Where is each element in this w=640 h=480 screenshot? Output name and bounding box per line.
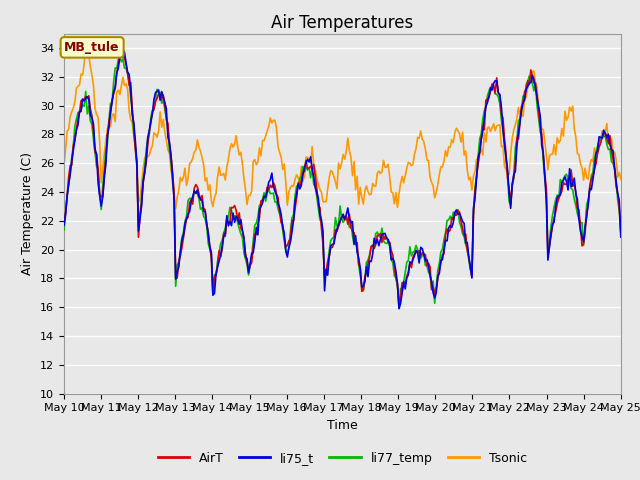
AirT	[395, 302, 403, 308]
Tsonic	[307, 160, 314, 166]
li75_t	[305, 159, 313, 165]
li77_temp	[246, 263, 254, 268]
Line: li77_temp: li77_temp	[64, 57, 621, 308]
Tsonic	[229, 144, 237, 150]
li77_temp	[130, 132, 138, 137]
AirT	[617, 229, 625, 235]
li75_t	[617, 234, 625, 240]
li75_t	[60, 222, 68, 228]
AirT	[130, 124, 138, 130]
li75_t	[395, 306, 403, 312]
AirT	[228, 204, 236, 210]
Tsonic	[248, 188, 255, 194]
Tsonic	[172, 205, 179, 211]
AirT	[305, 165, 313, 171]
Tsonic	[589, 158, 596, 164]
Title: Air Temperatures: Air Temperatures	[271, 14, 413, 32]
li77_temp	[255, 203, 263, 208]
Tsonic	[82, 41, 90, 47]
Line: AirT: AirT	[64, 51, 621, 305]
Y-axis label: Air Temperature (C): Air Temperature (C)	[22, 152, 35, 275]
Legend: AirT, li75_t, li77_temp, Tsonic: AirT, li75_t, li77_temp, Tsonic	[153, 447, 532, 469]
AirT	[246, 263, 254, 268]
AirT	[255, 215, 263, 221]
li75_t	[130, 120, 138, 126]
li77_temp	[60, 227, 68, 233]
X-axis label: Time: Time	[327, 419, 358, 432]
li77_temp	[116, 54, 124, 60]
Tsonic	[257, 153, 265, 159]
Text: MB_tule: MB_tule	[65, 41, 120, 54]
li77_temp	[305, 164, 313, 170]
Tsonic	[60, 162, 68, 168]
Tsonic	[130, 133, 138, 139]
li75_t	[255, 206, 263, 212]
li75_t	[119, 46, 127, 52]
li77_temp	[395, 305, 403, 311]
AirT	[60, 218, 68, 224]
li75_t	[589, 177, 596, 182]
li77_temp	[589, 169, 596, 175]
Line: Tsonic: Tsonic	[64, 44, 621, 208]
AirT	[589, 173, 596, 179]
li77_temp	[617, 230, 625, 236]
AirT	[118, 48, 125, 54]
Line: li75_t: li75_t	[64, 49, 621, 309]
li75_t	[228, 223, 236, 228]
li77_temp	[228, 207, 236, 213]
li75_t	[246, 261, 254, 267]
Tsonic	[617, 177, 625, 182]
